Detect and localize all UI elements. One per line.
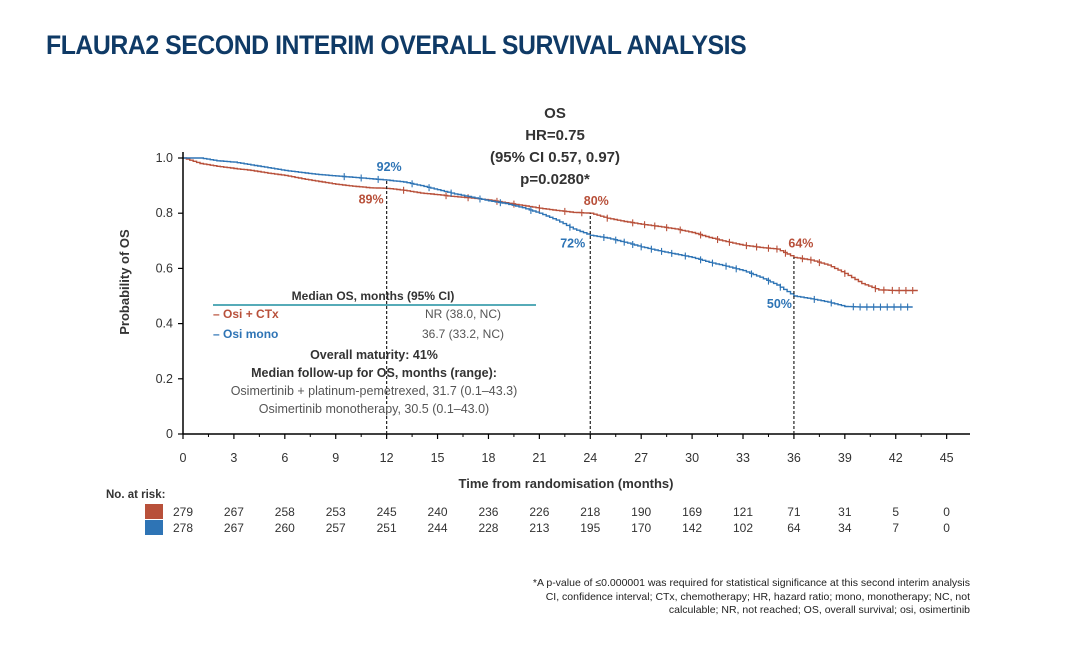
- x-tick-label: 42: [889, 451, 903, 465]
- risk-cell: 244: [428, 521, 448, 535]
- risk-cell: 228: [478, 521, 498, 535]
- median-table-header: Median OS, months (95% CI): [292, 289, 455, 303]
- risk-label: No. at risk:: [106, 489, 165, 501]
- maturity-line-3: Osimertinib + platinum-pemetrexed, 31.7 …: [231, 384, 518, 398]
- x-tick-label: 45: [940, 451, 954, 465]
- stats-ci: (95% CI 0.57, 0.97): [490, 149, 620, 166]
- risk-cell: 245: [377, 505, 397, 519]
- risk-cell: 260: [275, 521, 295, 535]
- risk-cell: 240: [428, 505, 448, 519]
- risk-row-swatch: [145, 520, 163, 535]
- x-tick-label: 3: [230, 451, 237, 465]
- y-tick-label: 0.2: [156, 372, 173, 386]
- risk-cell: 31: [838, 505, 852, 519]
- stats-block: OS HR=0.75 (95% CI 0.57, 0.97) p=0.0280*: [490, 105, 620, 188]
- risk-cell: 226: [529, 505, 549, 519]
- x-tick-label: 12: [380, 451, 394, 465]
- risk-cell: 7: [892, 521, 899, 535]
- x-axis-label: Time from randomisation (months): [459, 476, 674, 491]
- risk-cell: 5: [892, 505, 899, 519]
- x-tick-label: 18: [482, 451, 496, 465]
- maturity-line-1: Overall maturity: 41%: [310, 348, 438, 362]
- x-tick-label: 6: [281, 451, 288, 465]
- median-table: Median OS, months (95% CI) – Osi + CTx N…: [213, 289, 536, 341]
- risk-cell: 218: [580, 505, 600, 519]
- axes: 0 3 6 9 12 15 18 21 24 27 30 33 36 39 42 4500.20.40.60.…: [156, 151, 970, 465]
- x-tick-label: 39: [838, 451, 852, 465]
- x-tick-label: 15: [431, 451, 445, 465]
- x-tick-label: 0: [180, 451, 187, 465]
- x-tick-label: 27: [634, 451, 648, 465]
- risk-cell: 142: [682, 521, 702, 535]
- x-tick-label: 30: [685, 451, 699, 465]
- risk-cell: 34: [838, 521, 852, 535]
- x-tick-label: 33: [736, 451, 750, 465]
- risk-cell: 170: [631, 521, 651, 535]
- maturity-line-4: Osimertinib monotherapy, 30.5 (0.1–43.0): [259, 402, 489, 416]
- risk-cell: 267: [224, 521, 244, 535]
- risk-cell: 279: [173, 505, 193, 519]
- pct-annotation: 89%: [359, 192, 384, 206]
- risk-cell: 190: [631, 505, 651, 519]
- slide-title: FLAURA2 SECOND INTERIM OVERALL SURVIVAL …: [46, 30, 747, 60]
- risk-cell: 102: [733, 521, 753, 535]
- legend-osi-ctx: – Osi + CTx: [213, 307, 279, 321]
- footnote-2: CI, confidence interval; CTx, chemothera…: [545, 590, 970, 603]
- y-tick-label: 0: [166, 427, 173, 441]
- legend-osi-mono: – Osi mono: [213, 327, 278, 341]
- risk-cell: 0: [943, 521, 950, 535]
- risk-cell: 0: [943, 505, 950, 519]
- pct-annotation: 80%: [584, 194, 609, 208]
- risk-cell: 251: [377, 521, 397, 535]
- median-osi-ctx: NR (38.0, NC): [425, 307, 501, 321]
- stats-os: OS: [544, 105, 566, 122]
- risk-cell: 64: [787, 521, 801, 535]
- footnote-3: calculable; NR, not reached; OS, overall…: [668, 604, 970, 616]
- pct-annotation: 72%: [560, 236, 585, 250]
- pct-annotation: 64%: [788, 236, 813, 250]
- y-tick-label: 0.8: [156, 206, 173, 220]
- risk-cell: 257: [326, 521, 346, 535]
- risk-cell: 121: [733, 505, 753, 519]
- maturity-block: Overall maturity: 41% Median follow-up f…: [231, 348, 518, 416]
- risk-cell: 71: [787, 505, 801, 519]
- risk-table: 279 267 258 253 245 240 236 226 218 190 169 121 71 31…: [145, 504, 950, 535]
- km-curves: [183, 157, 918, 311]
- x-tick-label: 9: [332, 451, 339, 465]
- stats-hr: HR=0.75: [525, 127, 585, 144]
- risk-cell: 253: [326, 505, 346, 519]
- footnote-1: *A p-value of ≤0.000001 was required for…: [532, 577, 970, 589]
- x-tick-label: 21: [532, 451, 546, 465]
- risk-cell: 213: [529, 521, 549, 535]
- risk-cell: 195: [580, 521, 600, 535]
- median-osi-mono: 36.7 (33.2, NC): [422, 327, 504, 341]
- maturity-line-2: Median follow-up for OS, months (range):: [251, 366, 497, 380]
- risk-cell: 278: [173, 521, 193, 535]
- km-curve-osi-mono: [183, 157, 913, 308]
- footnotes: *A p-value of ≤0.000001 was required for…: [410, 577, 970, 618]
- risk-cell: 236: [478, 505, 498, 519]
- x-tick-label: 36: [787, 451, 801, 465]
- risk-cell: 169: [682, 505, 702, 519]
- y-axis-label: Probability of OS: [117, 229, 132, 335]
- x-tick-label: 24: [583, 451, 597, 465]
- km-curve-osi-ctx: [183, 157, 918, 292]
- pct-annotation: 50%: [767, 297, 792, 311]
- risk-cell: 267: [224, 505, 244, 519]
- overlay: 89% 80% 64% 92% 72% 50%: [359, 160, 814, 311]
- y-tick-label: 0.4: [156, 317, 173, 331]
- stats-p: p=0.0280*: [520, 171, 590, 188]
- risk-row-swatch: [145, 504, 163, 519]
- pct-annotation: 92%: [377, 160, 402, 174]
- risk-cell: 258: [275, 505, 295, 519]
- y-tick-label: 1.0: [156, 151, 173, 165]
- y-tick-label: 0.6: [156, 261, 173, 275]
